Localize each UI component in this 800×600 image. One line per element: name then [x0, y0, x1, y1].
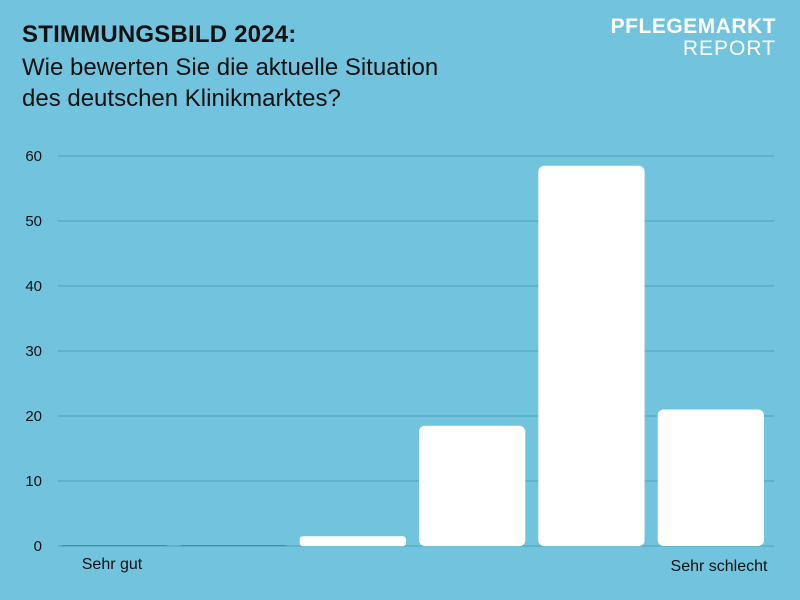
y-tick-label-60: 60 — [25, 148, 42, 165]
y-tick-label-20: 20 — [25, 408, 42, 425]
bar-5 — [538, 165, 645, 547]
bar-1 — [61, 545, 168, 546]
bar-4 — [419, 425, 526, 547]
chart-title: STIMMUNGSBILD 2024: Wie bewerten Sie die… — [22, 18, 438, 114]
y-tick-label-0: 0 — [34, 538, 42, 555]
title-subtitle-line-2: des deutschen Klinikmarktes? — [22, 85, 341, 112]
y-tick-label-10: 10 — [25, 473, 42, 490]
y-axis-ticks: 0 10 20 30 40 50 60 — [25, 148, 42, 555]
pflegemarkt-report-logo: PFLEGEMARKT REPORT — [611, 16, 776, 60]
x-label-sehr-gut: Sehr gut — [82, 556, 143, 573]
logo-line-2: REPORT — [682, 37, 776, 60]
title-main: STIMMUNGSBILD 2024: — [22, 21, 297, 48]
logo-line-1: PFLEGEMARKT — [610, 15, 776, 38]
title-subtitle-line-1: Wie bewerten Sie die aktuelle Situation — [22, 54, 439, 81]
bar-6 — [657, 409, 764, 546]
y-tick-label-40: 40 — [25, 278, 42, 295]
y-tick-label-50: 50 — [25, 213, 42, 230]
x-label-sehr-schlecht: Sehr schlecht — [671, 558, 768, 575]
bar-3 — [299, 536, 406, 547]
gridlines — [58, 155, 774, 547]
bar-2 — [180, 545, 287, 546]
bars — [61, 165, 764, 547]
y-tick-label-30: 30 — [25, 343, 42, 360]
